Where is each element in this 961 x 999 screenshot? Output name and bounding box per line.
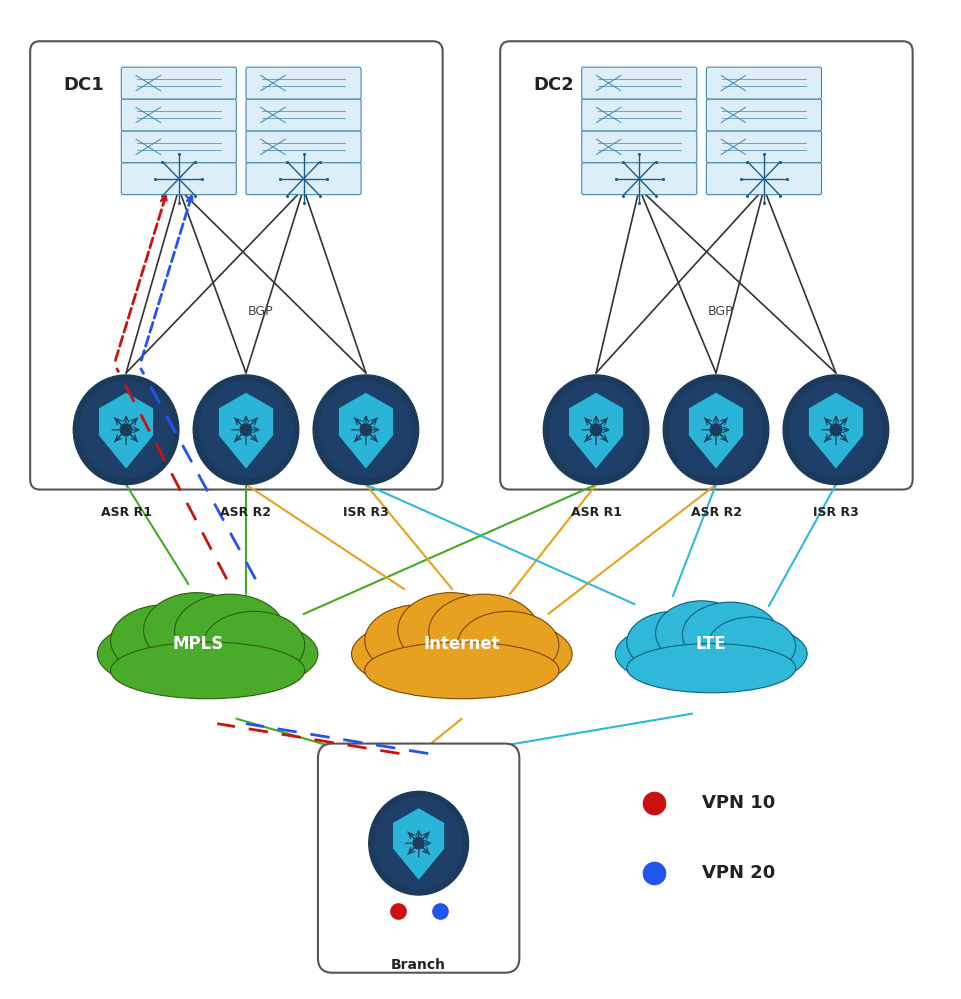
Circle shape — [543, 375, 648, 485]
FancyArrow shape — [242, 430, 249, 436]
Text: ASR R1: ASR R1 — [101, 506, 152, 519]
FancyBboxPatch shape — [246, 99, 360, 131]
Circle shape — [313, 375, 418, 485]
FancyArrow shape — [121, 427, 126, 433]
FancyArrow shape — [715, 430, 721, 436]
Ellipse shape — [97, 612, 317, 695]
FancyBboxPatch shape — [246, 163, 360, 195]
Ellipse shape — [143, 592, 249, 667]
Text: MPLS: MPLS — [172, 635, 223, 653]
Circle shape — [199, 382, 292, 478]
FancyArrow shape — [590, 430, 596, 436]
Circle shape — [368, 791, 468, 895]
FancyArrow shape — [595, 424, 602, 431]
FancyArrow shape — [590, 427, 596, 433]
FancyArrow shape — [240, 430, 246, 436]
FancyArrow shape — [418, 840, 423, 846]
Circle shape — [789, 382, 881, 478]
FancyBboxPatch shape — [246, 131, 360, 163]
Ellipse shape — [351, 612, 572, 695]
Polygon shape — [688, 393, 743, 470]
FancyArrow shape — [829, 424, 835, 431]
FancyArrow shape — [126, 430, 132, 436]
Circle shape — [319, 382, 412, 478]
FancyBboxPatch shape — [317, 743, 519, 973]
FancyArrow shape — [126, 424, 132, 431]
FancyArrow shape — [595, 427, 601, 433]
Text: DC1: DC1 — [63, 76, 105, 94]
FancyBboxPatch shape — [581, 99, 696, 131]
FancyBboxPatch shape — [581, 67, 696, 99]
Ellipse shape — [364, 604, 475, 676]
FancyArrow shape — [592, 425, 599, 430]
Circle shape — [375, 797, 462, 889]
FancyArrow shape — [412, 843, 419, 849]
FancyArrow shape — [362, 425, 369, 430]
FancyArrow shape — [709, 424, 716, 431]
FancyBboxPatch shape — [121, 67, 236, 99]
FancyArrow shape — [246, 427, 251, 433]
Ellipse shape — [429, 594, 538, 669]
Polygon shape — [807, 393, 862, 470]
FancyArrow shape — [126, 427, 131, 433]
Text: DC2: DC2 — [533, 76, 574, 94]
FancyArrow shape — [120, 430, 126, 436]
FancyArrow shape — [120, 424, 126, 431]
FancyBboxPatch shape — [246, 67, 360, 99]
FancyBboxPatch shape — [500, 41, 912, 490]
Text: VPN 10: VPN 10 — [701, 794, 774, 812]
FancyArrow shape — [710, 427, 715, 433]
Circle shape — [193, 375, 299, 485]
FancyArrow shape — [830, 427, 835, 433]
Circle shape — [80, 382, 172, 478]
Ellipse shape — [627, 643, 795, 692]
Text: Branch: Branch — [391, 958, 446, 972]
FancyArrow shape — [360, 427, 366, 433]
FancyBboxPatch shape — [705, 99, 821, 131]
Ellipse shape — [111, 642, 305, 698]
Polygon shape — [218, 393, 273, 470]
Ellipse shape — [174, 594, 284, 669]
FancyArrow shape — [365, 424, 371, 431]
Circle shape — [549, 382, 642, 478]
FancyArrow shape — [365, 427, 371, 433]
FancyArrow shape — [359, 430, 366, 436]
FancyArrow shape — [715, 427, 721, 433]
FancyArrow shape — [240, 424, 246, 431]
Text: Internet: Internet — [423, 635, 500, 653]
FancyArrow shape — [245, 430, 252, 436]
FancyBboxPatch shape — [705, 163, 821, 195]
FancyBboxPatch shape — [30, 41, 442, 490]
FancyArrow shape — [413, 840, 418, 846]
FancyArrow shape — [829, 430, 835, 436]
Ellipse shape — [111, 604, 221, 676]
FancyArrow shape — [415, 843, 421, 848]
Ellipse shape — [203, 611, 305, 678]
FancyArrow shape — [412, 837, 419, 843]
FancyArrow shape — [715, 424, 721, 431]
Polygon shape — [392, 808, 444, 880]
Circle shape — [73, 375, 179, 485]
Polygon shape — [338, 393, 393, 470]
Text: BGP: BGP — [247, 306, 273, 319]
FancyArrow shape — [595, 430, 602, 436]
FancyArrow shape — [592, 430, 599, 436]
FancyArrow shape — [835, 430, 841, 436]
FancyArrow shape — [359, 424, 366, 431]
Circle shape — [662, 375, 768, 485]
Circle shape — [669, 382, 762, 478]
FancyArrow shape — [835, 424, 841, 431]
FancyArrow shape — [418, 843, 424, 849]
Text: VPN 20: VPN 20 — [701, 864, 774, 882]
FancyArrow shape — [835, 427, 840, 433]
FancyArrow shape — [415, 838, 421, 843]
FancyArrow shape — [590, 424, 596, 431]
Ellipse shape — [364, 642, 558, 698]
Ellipse shape — [398, 592, 504, 667]
Text: ISR R3: ISR R3 — [343, 506, 388, 519]
FancyArrow shape — [240, 427, 246, 433]
FancyArrow shape — [362, 430, 369, 436]
FancyBboxPatch shape — [705, 131, 821, 163]
FancyArrow shape — [123, 430, 129, 436]
